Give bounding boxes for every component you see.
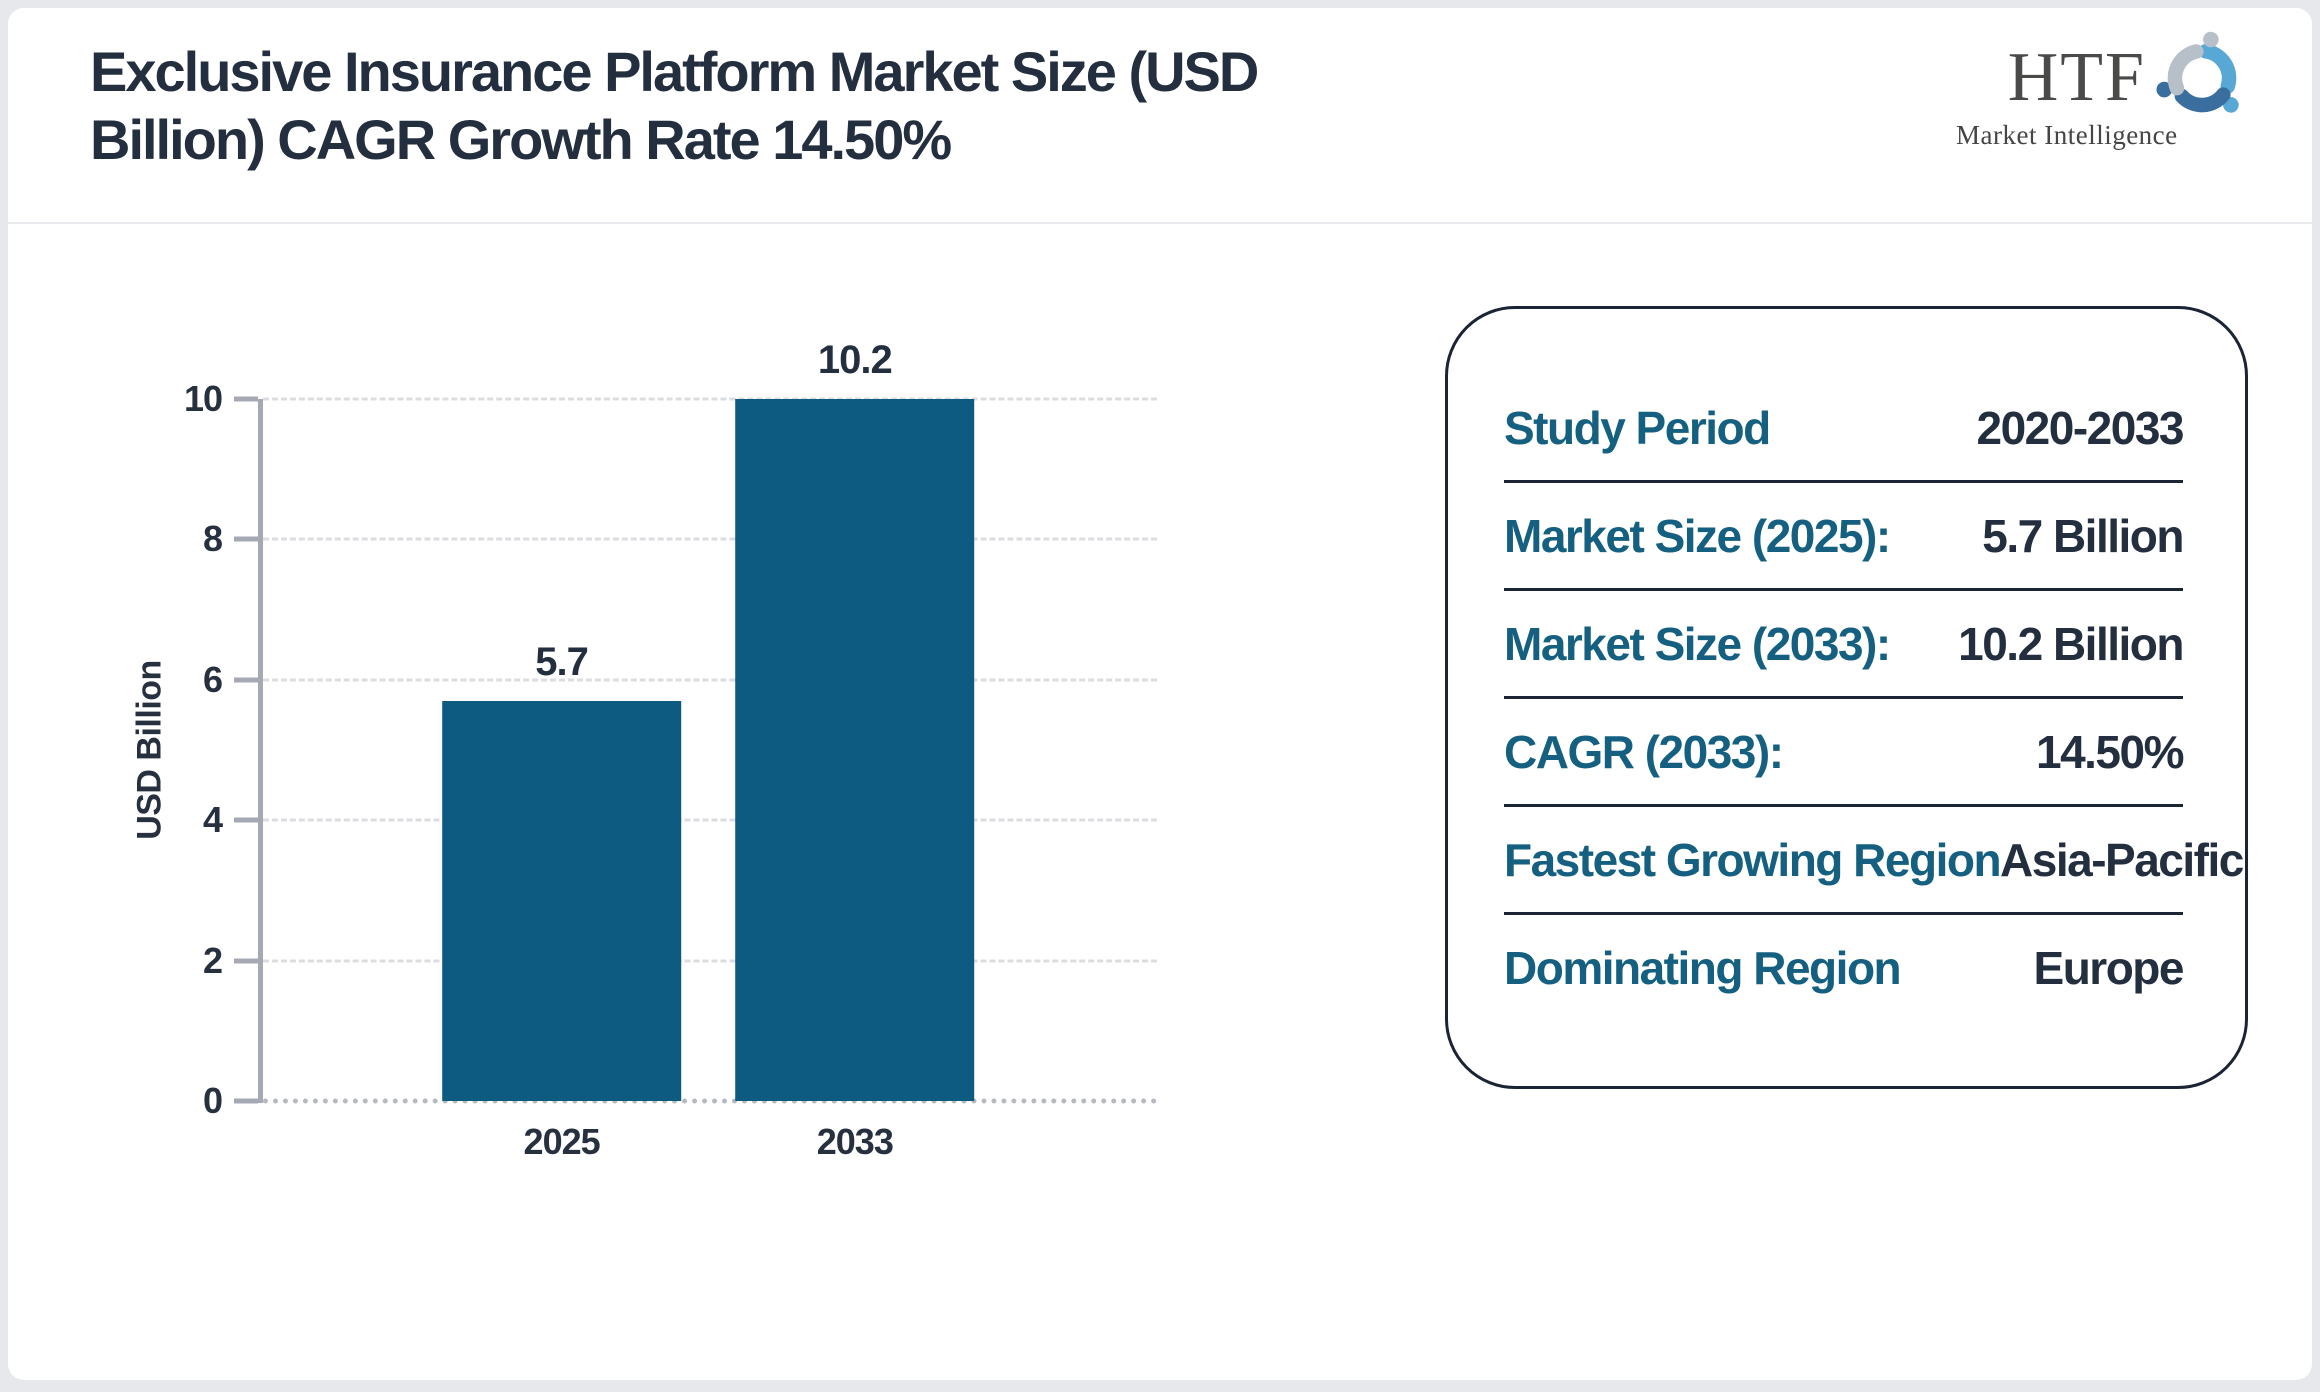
x-tick-label-2033: 2033 [816, 1121, 894, 1162]
page-title-line-2: Billion) CAGR Growth Rate 14.50% [90, 108, 952, 171]
panel-row-value: 14.50% [2035, 725, 2185, 778]
panel-row-4: CAGR (2033): 14.50% [1504, 699, 2185, 807]
y-tick-mark-2 [234, 958, 258, 964]
header: Exclusive Insurance Platform Market Size… [8, 8, 2312, 224]
panel-row-1: Study Period 2020-2033 [1504, 375, 2185, 483]
panel-row-label: CAGR (2033): [1504, 725, 1784, 778]
panel-row-label: Market Size (2025): [1504, 509, 1891, 562]
htf-logo-swirl-icon [2156, 31, 2239, 113]
htf-logo-tagline: Market Intelligence [1956, 120, 2178, 150]
y-axis-spine [258, 399, 263, 1103]
bar-2033 [735, 399, 975, 1101]
y-tick-mark-6 [234, 677, 258, 683]
bar-value-label-2025: 5.7 [535, 639, 589, 684]
htf-logo-text: HTF [2007, 39, 2146, 116]
bar-slot-2025: 5.7 [441, 399, 682, 1101]
report-card: Exclusive Insurance Platform Market Size… [8, 8, 2312, 1380]
bar-value-label-2033: 10.2 [817, 338, 893, 382]
gridline-10 [263, 397, 1157, 401]
bar-2025 [441, 700, 682, 1101]
plot-area: 5.7 10.2 [263, 338, 1157, 1104]
panel-row-value: 5.7 Billion [1982, 509, 2184, 562]
panel-row-value: 2020-2033 [1976, 401, 2185, 454]
page-title: Exclusive Insurance Platform Market Size… [90, 38, 1259, 174]
panel-row-3: Market Size (2033): 10.2 Billion [1504, 591, 2184, 699]
gridline-0 [263, 1098, 1157, 1104]
htf-logo-top: HTF [1954, 26, 2254, 130]
panel-row-value: Asia-Pacific [2000, 833, 2244, 886]
panel-row-label: Market Size (2033): [1504, 617, 1891, 670]
gridline-6 [263, 678, 1157, 682]
gridline-2 [263, 959, 1157, 963]
htf-logo: HTF [1954, 26, 2254, 151]
bar-slot-2033: 10.2 [735, 338, 975, 1101]
panel-row-value: Europe [2033, 941, 2185, 994]
gridline-8 [263, 537, 1157, 541]
y-tick-mark-10 [234, 396, 258, 402]
panel-row-6: Dominating Region Europe [1504, 915, 2185, 1020]
page-title-line-1: Exclusive Insurance Platform Market Size… [90, 40, 1259, 103]
y-axis: 0 2 4 6 8 10 [8, 381, 258, 1119]
panel-row-label: Study Period [1504, 401, 1771, 454]
x-axis: 2025 2033 [263, 1121, 1157, 1181]
y-tick-mark-0 [234, 1098, 258, 1104]
panel-row-5: Fastest Growing Region Asia-Pacific [1504, 807, 2244, 915]
panel-row-value: 10.2 Billion [1958, 617, 2184, 670]
gridline-4 [263, 818, 1157, 822]
y-tick-mark-4 [234, 817, 258, 823]
panel-row-label: Fastest Growing Region [1504, 833, 2002, 886]
panel-row-2: Market Size (2025): 5.7 Billion [1504, 483, 2184, 591]
key-facts-panel: Study Period 2020-2033 Market Size (2025):… [1445, 306, 2248, 1089]
panel-row-label: Dominating Region [1504, 941, 1902, 994]
y-tick-mark-8 [234, 536, 258, 542]
x-tick-label-2025: 2025 [523, 1121, 601, 1162]
